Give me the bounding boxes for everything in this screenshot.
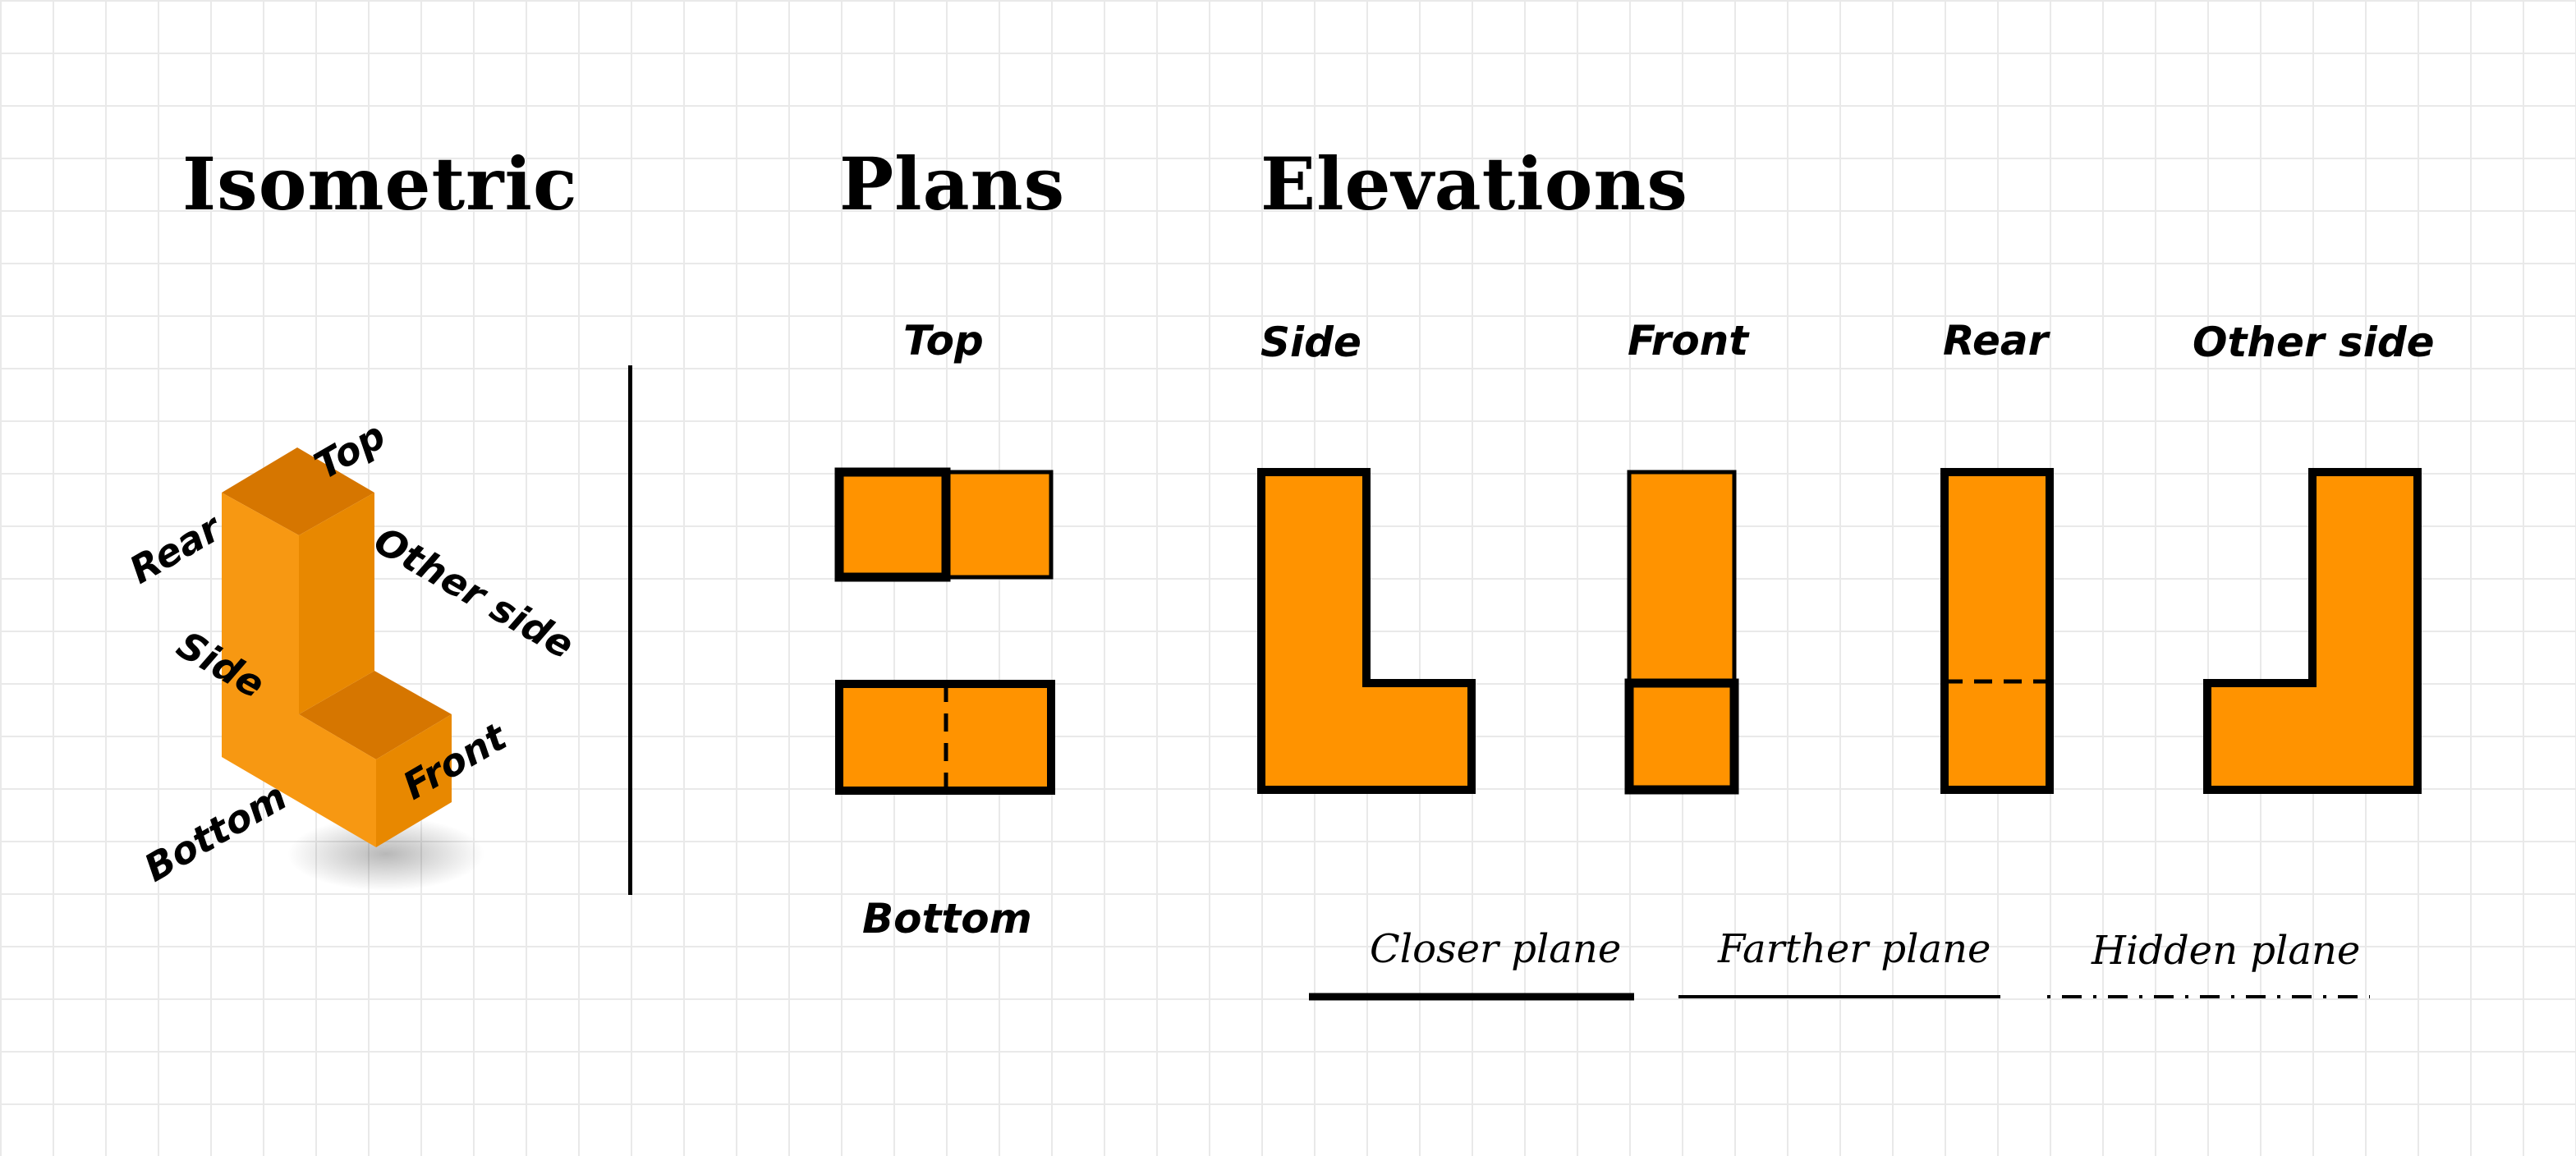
elevation-other-side-label: Other side: [2193, 319, 2435, 366]
legend-farther-label: Farther plane: [1718, 926, 1991, 972]
elevations-heading: Elevations: [1260, 141, 1688, 227]
legend-closer-label: Closer plane: [1370, 926, 1622, 972]
iso-step-top-face: [299, 671, 452, 759]
iso-front-face: [376, 714, 452, 847]
elevation-rear-view: [1940, 468, 2054, 794]
elevation-side-shape: [1257, 468, 1476, 794]
plan-bottom-label: Bottom: [862, 895, 1032, 943]
iso-label-other-side: Other side: [367, 518, 582, 667]
elevation-front-upper: [1627, 470, 1737, 686]
plans-heading: Plans: [839, 141, 1066, 227]
elevation-side-view: [1257, 468, 1476, 794]
plan-top-right-block: [944, 470, 1054, 580]
elevation-front-view: [1624, 470, 1739, 795]
iso-column-right-face: [299, 493, 374, 714]
plan-top-left-block: [834, 467, 951, 582]
plan-top-view: [834, 467, 1054, 582]
elevation-other-side-view: [2203, 468, 2422, 794]
legend-hidden-label: Hidden plane: [2092, 928, 2361, 974]
elevation-front-lower: [1624, 678, 1739, 795]
iso-label-bottom: Bottom: [137, 774, 295, 891]
iso-label-rear: Rear: [122, 504, 231, 592]
elevation-rear-outline: [1940, 468, 2054, 794]
plan-bottom-view: [835, 680, 1055, 795]
elevation-side-label: Side: [1260, 319, 1361, 366]
plan-top-label: Top: [903, 317, 984, 365]
elevation-front-label: Front: [1628, 317, 1749, 365]
iso-shadow: [287, 817, 484, 891]
elevation-rear-label: Rear: [1943, 317, 2049, 365]
section-divider: [628, 365, 632, 895]
elevation-other-side-shape: [2203, 468, 2422, 794]
isometric-heading: Isometric: [182, 141, 578, 227]
isometric-object: Top Rear Other side Side Front Bottom: [122, 413, 582, 891]
iso-top-face: [222, 447, 374, 535]
